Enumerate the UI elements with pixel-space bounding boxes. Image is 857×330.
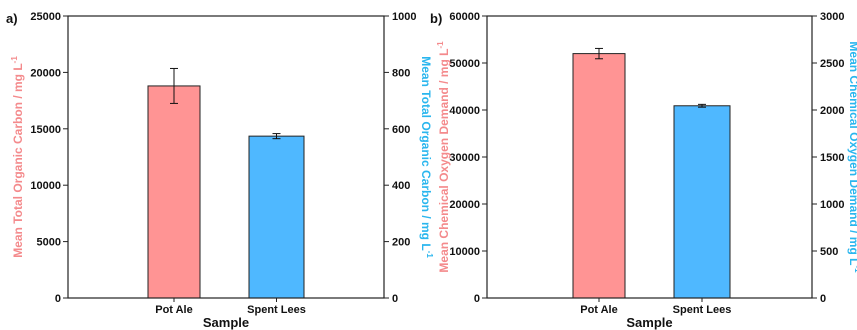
y2-axis-label: Mean Total Organic Carbon / mg L-1: [419, 56, 434, 258]
chart-panel-2: b) 0 10000 20000 30000 40000 50000 60000 0 500 100…: [430, 11, 857, 330]
y2-tick-label: 1000: [820, 199, 844, 211]
y-tick-label: 20000: [30, 67, 61, 79]
y-tick-label: 10000: [449, 246, 480, 258]
y2-tick-label: 1000: [392, 11, 416, 23]
y2-tick-label: 3000: [820, 11, 844, 23]
y-tick-label: 10000: [30, 180, 61, 192]
y2-tick-label: 0: [820, 293, 826, 305]
y-axis-label: Mean Total Organic Carbon / mg L-1: [10, 56, 25, 258]
bar: [673, 105, 731, 299]
chart-panel-1: a) 0 5000 10000 15000 20000 25000 0 200 400 600 800…: [6, 11, 434, 330]
y-axis-label-superscript: -1: [436, 41, 445, 49]
x-axis-label: Sample: [626, 315, 672, 330]
x-category-label: Pot Ale: [155, 304, 193, 316]
y-axis-label-text: Mean Total Organic Carbon / mg L: [11, 63, 25, 257]
y-axis-label: Mean Chemical Oxygen Demand / mg L-1: [436, 41, 451, 273]
y2-tick-label: 2500: [820, 58, 844, 70]
y-tick-label: 0: [474, 293, 480, 305]
plot-frame: [486, 15, 813, 299]
x-category-label: Pot Ale: [580, 304, 618, 316]
x-category-label: Spent Lees: [673, 304, 732, 316]
y2-tick-label: 400: [392, 180, 410, 192]
y-tick-label: 50000: [449, 58, 480, 70]
y2-tick-label: 200: [392, 237, 410, 249]
y2-tick-label: 0: [392, 293, 398, 305]
bar: [572, 53, 626, 299]
y2-tick-label: 2000: [820, 105, 844, 117]
y2-axis-label-superscript: -1: [425, 251, 434, 259]
y-tick-label: 25000: [30, 11, 61, 23]
y2-axis-label: Mean Chemical Oxygen Demand / mg L-1: [847, 41, 857, 273]
y-tick-label: 30000: [449, 152, 480, 164]
y-tick-label: 40000: [449, 105, 480, 117]
y-axis-label-text: Mean Chemical Oxygen Demand / mg L: [437, 49, 451, 273]
y-tick-label: 20000: [449, 199, 480, 211]
y-tick-label: 5000: [37, 237, 61, 249]
bar: [147, 85, 201, 299]
y-tick-label: 60000: [449, 11, 480, 23]
y2-tick-label: 600: [392, 124, 410, 136]
y2-tick-label: 1500: [820, 152, 844, 164]
y2-tick-label: 800: [392, 67, 410, 79]
x-category-label: Spent Lees: [247, 304, 306, 316]
y-tick-label: 15000: [30, 124, 61, 136]
y-tick-label: 0: [55, 293, 61, 305]
panel-label: b): [430, 11, 442, 26]
y2-tick-label: 500: [820, 246, 838, 258]
y-axis-label-superscript: -1: [10, 56, 19, 64]
bar: [248, 135, 305, 299]
plot-frame: [67, 15, 385, 299]
x-axis-label: Sample: [203, 315, 249, 330]
y2-axis-label-superscript: -1: [853, 265, 857, 273]
panel-label: a): [6, 11, 18, 26]
y2-axis-label-text: Mean Total Organic Carbon / mg L: [419, 56, 433, 250]
y2-axis-label-text: Mean Chemical Oxygen Demand / mg L: [847, 41, 857, 265]
